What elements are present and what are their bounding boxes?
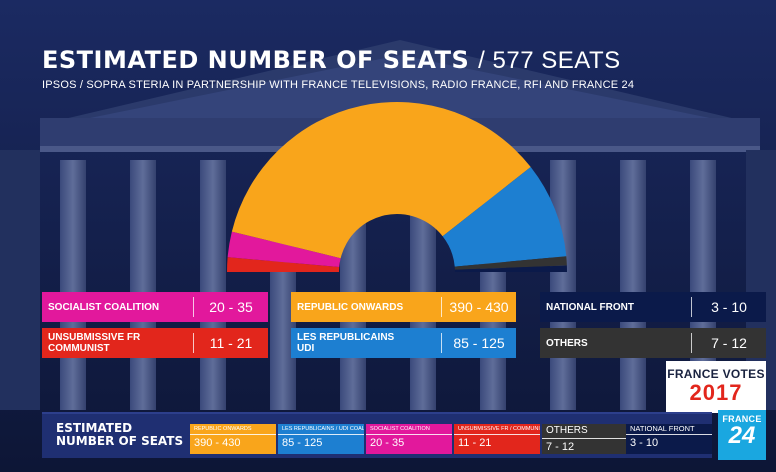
hemicycle-slice-socialist-coalition [227,231,341,267]
france-votes-logo: FRANCE VOTES 2017 [666,361,766,413]
card-label-line2: COMMUNIST [48,343,110,354]
card-divider [691,297,692,317]
card-divider [691,333,692,353]
hemicycle-slice-unsubmissive-fr-communist [227,257,340,272]
card-divider [441,297,442,317]
chart-subtitle: IPSOS / SOPRA STERIA IN PARTNERSHIP WITH… [42,79,635,91]
band-item-value: 390 - 430 [194,437,241,449]
hemicycle-slice-les-republicains-udi [442,167,567,267]
card-label-line2: UDI [297,343,315,354]
card-label-line1: UNSUBMISSIVE FR [48,332,141,343]
band-item-label: LES REPUBLICAINS / UDI COALITION [278,424,364,435]
card-republic-onwards: REPUBLIC ONWARDS 390 - 430 [291,292,516,322]
card-value: 3 - 10 [711,299,747,315]
logo-line1: FRANCE VOTES [667,367,765,381]
band-item-label: UNSUBMISSIVE FR / COMMUNIST [454,424,540,435]
france24-logo-number: 24 [728,422,756,449]
card-national-front: NATIONAL FRONT 3 - 10 [540,292,766,322]
hemicycle-slice-national-front [454,265,567,272]
hemicycle-slice-others [454,256,567,270]
card-value: 390 - 430 [449,299,509,315]
logo-year: 2017 [689,380,743,405]
chart-title: ESTIMATED NUMBER OF SEATS / 577 SEATS [42,46,742,75]
band-item-label: NATIONAL FRONT [626,424,712,435]
card-label: OTHERS [546,337,588,349]
band-item-label: SOCIALIST COALITION [366,424,452,435]
band-title-line2: NUMBER OF SEATS [56,434,184,448]
band-item-value: 11 - 21 [458,437,492,449]
card-divider [441,333,442,353]
card-divider [193,297,194,317]
card-label: LES REPUBLICAINS UDI [291,332,441,354]
band-item-label: REPUBLIC ONWARDS [190,424,276,435]
card-value: 85 - 125 [453,335,505,351]
card-label: UNSUBMISSIVE FR COMMUNIST [42,332,193,354]
band-item-value: 7 - 12 [546,441,575,453]
band-item-les-republicains: LES REPUBLICAINS / UDI COALITION 85 - 12… [278,424,364,454]
band-item-label: OTHERS [542,424,628,439]
card-value: 7 - 12 [711,335,747,351]
band-item-national-front: NATIONAL FRONT 3 - 10 [626,424,712,454]
france24-logo-line1: FRANCE [722,414,762,424]
band-item-value: 20 - 35 [370,437,405,449]
title-main: ESTIMATED NUMBER OF SEATS [42,46,470,74]
band-item-republic-onwards: REPUBLIC ONWARDS 390 - 430 [190,424,276,454]
card-label: SOCIALIST COALITION [48,301,160,313]
band-item-value: 3 - 10 [630,437,659,449]
card-label: NATIONAL FRONT [546,301,634,313]
band-item-unsubmissive-fr: UNSUBMISSIVE FR / COMMUNIST 11 - 21 [454,424,540,454]
card-label-line1: LES REPUBLICAINS [297,332,395,343]
card-value: 11 - 21 [209,335,253,351]
france24-logo: FRANCE 24 [718,410,766,460]
bottom-summary-band: ESTIMATED NUMBER OF SEATS REPUBLIC ONWARD… [42,412,712,458]
card-divider [193,333,194,353]
card-les-republicains-udi: LES REPUBLICAINS UDI 85 - 125 [291,328,516,358]
card-value: 20 - 35 [209,299,253,315]
card-unsubmissive-fr-communist: UNSUBMISSIVE FR COMMUNIST 11 - 21 [42,328,268,358]
card-socialist-coalition: SOCIALIST COALITION 20 - 35 [42,292,268,322]
band-item-others: OTHERS 7 - 12 [542,424,628,454]
band-title: ESTIMATED NUMBER OF SEATS [56,422,183,448]
hemicycle-slice-republic-onwards [231,102,531,259]
band-item-socialist-coalition: SOCIALIST COALITION 20 - 35 [366,424,452,454]
band-item-value: 85 - 125 [282,437,323,449]
band-title-line1: ESTIMATED [56,421,133,435]
title-suffix: / 577 SEATS [478,47,621,74]
card-others: OTHERS 7 - 12 [540,328,766,358]
header: ESTIMATED NUMBER OF SEATS / 577 SEATS IP… [42,46,742,91]
card-label: REPUBLIC ONWARDS [297,301,404,313]
